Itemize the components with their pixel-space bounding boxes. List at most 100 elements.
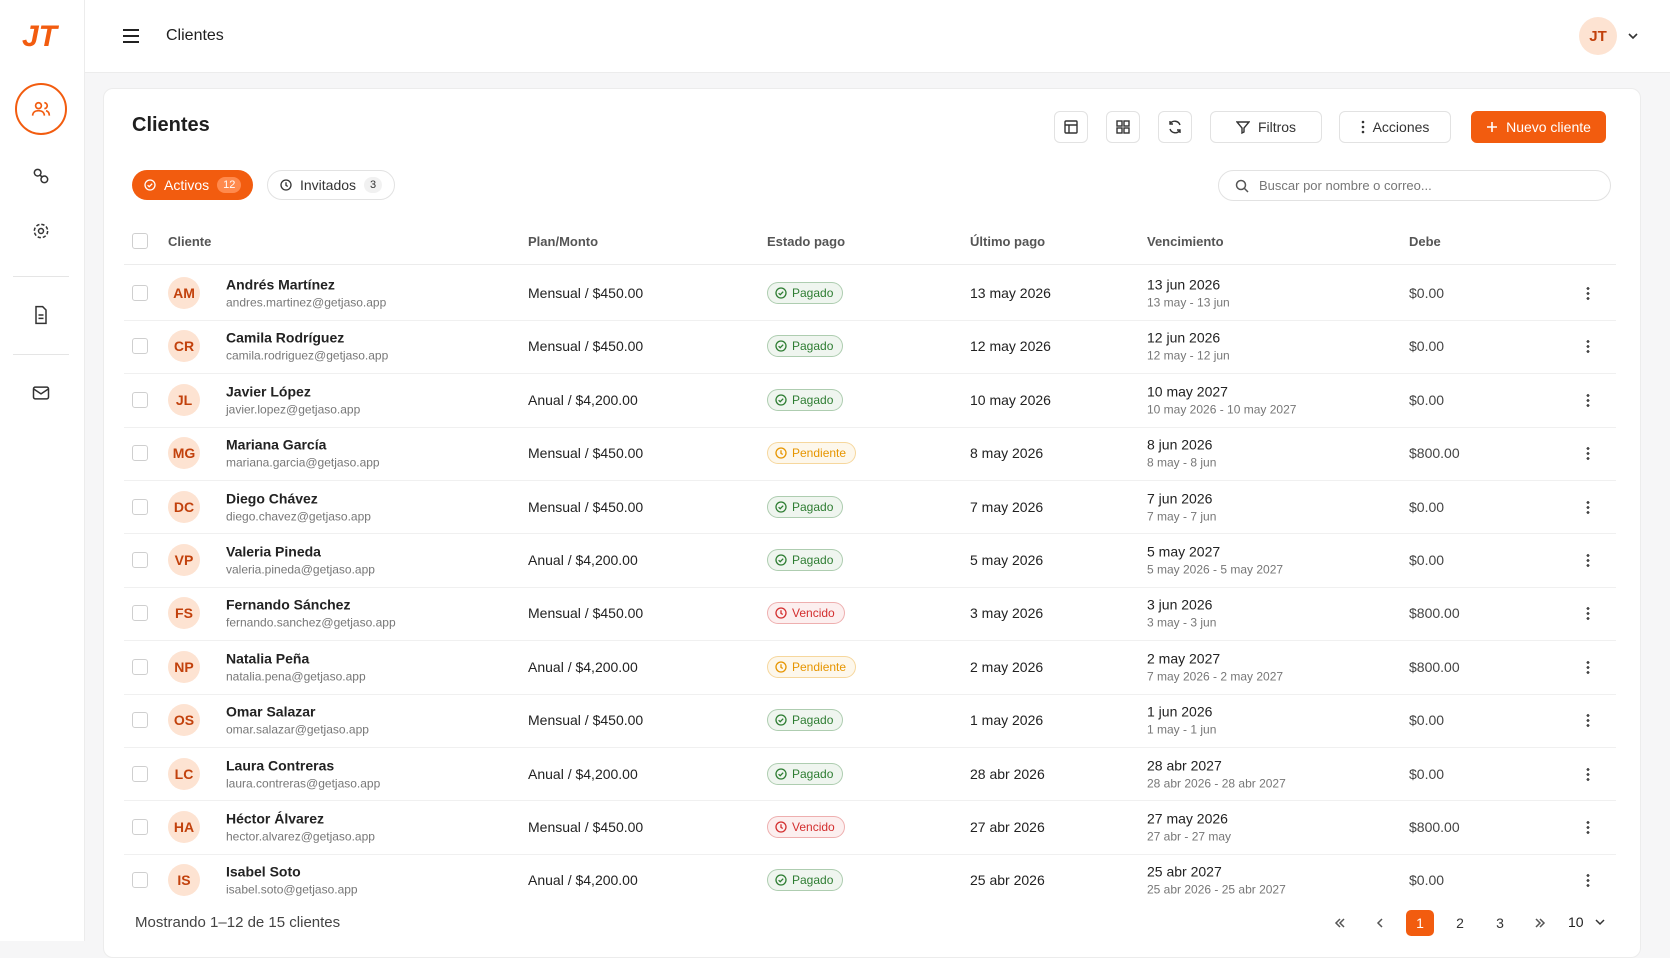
client-cell: Andrés Martínez andres.martinez@getjaso.a… (226, 277, 386, 310)
status-badge: Pagado (767, 549, 844, 571)
plan-amount: Anual / $4,200.00 (528, 658, 638, 675)
status-label: Pendiente (792, 659, 847, 674)
row-checkbox[interactable] (132, 765, 148, 782)
due-period: 12 may - 12 jun (1147, 348, 1230, 363)
row-checkbox[interactable] (132, 391, 148, 408)
due-cell: 27 may 2026 27 abr - 27 may (1147, 811, 1231, 844)
new-client-button[interactable]: Nuevo cliente (1471, 111, 1606, 143)
row-menu[interactable] (1586, 606, 1590, 621)
client-name[interactable]: Omar Salazar (226, 703, 316, 720)
due-cell: 13 jun 2026 13 may - 13 jun (1147, 277, 1230, 310)
sidebar: JT (0, 0, 85, 941)
due-date: 7 jun 2026 (1147, 490, 1213, 507)
row-menu[interactable] (1586, 446, 1590, 461)
status-icon (775, 661, 787, 673)
page-button[interactable]: 3 (1496, 915, 1504, 931)
status-icon (775, 394, 787, 406)
row-menu[interactable] (1586, 339, 1590, 354)
row-divider (124, 319, 1616, 321)
client-email: natalia.pena@getjaso.app (226, 669, 366, 684)
client-name[interactable]: Valeria Pineda (226, 543, 321, 560)
status-icon (775, 500, 787, 513)
status-label: Pendiente (792, 446, 847, 461)
row-menu[interactable] (1586, 553, 1590, 567)
due-date: 25 abr 2027 (1147, 863, 1222, 880)
row-checkbox[interactable] (132, 605, 148, 622)
plan-amount: Mensual / $450.00 (528, 605, 644, 622)
last-payment: 13 may 2026 (970, 285, 1051, 301)
due-date: 10 may 2027 (1147, 383, 1228, 400)
client-email: diego.chavez@getjaso.app (226, 509, 371, 524)
due-date: 2 may 2027 (1147, 650, 1221, 667)
row-checkbox[interactable] (132, 658, 148, 675)
row-checkbox[interactable] (132, 552, 148, 568)
row-checkbox[interactable] (132, 712, 148, 729)
row-checkbox[interactable] (132, 819, 148, 835)
pagination-arrow[interactable] (1366, 910, 1394, 936)
nav-documents[interactable] (31, 305, 51, 325)
divider (13, 354, 69, 355)
client-name[interactable]: Fernando Sánchez (226, 596, 351, 613)
status-label: Pagado (792, 766, 834, 781)
row-checkbox[interactable] (132, 445, 148, 462)
user-avatar[interactable]: JT (1579, 17, 1617, 55)
status-tab[interactable]: Invitados 3 (267, 170, 396, 200)
client-cell: Javier López javier.lopez@getjaso.app (226, 383, 360, 416)
client-name[interactable]: Natalia Peña (226, 650, 310, 667)
actions-button[interactable]: Acciones (1339, 111, 1451, 143)
refresh-button[interactable] (1158, 111, 1192, 143)
owes-amount: $800.00 (1409, 658, 1460, 675)
client-email: andres.martinez@getjaso.app (226, 295, 387, 310)
page-button[interactable]: 2 (1456, 915, 1464, 931)
pagination-arrow[interactable] (1526, 910, 1554, 936)
nav-integrations[interactable] (31, 166, 51, 186)
client-name[interactable]: Camila Rodríguez (226, 329, 345, 346)
client-name[interactable]: Mariana García (226, 436, 327, 453)
client-name[interactable]: Héctor Álvarez (226, 810, 325, 827)
row-menu[interactable] (1586, 392, 1590, 407)
pagination-arrow[interactable] (1326, 910, 1354, 936)
user-menu-caret[interactable] (1627, 30, 1639, 42)
row-checkbox[interactable] (132, 872, 148, 889)
row-menu[interactable] (1586, 873, 1590, 888)
status-tab[interactable]: Activos 12 (132, 170, 254, 200)
nav-settings[interactable] (31, 221, 51, 241)
client-name[interactable]: Laura Contreras (226, 757, 335, 774)
nav-mail[interactable] (31, 383, 51, 403)
client-name[interactable]: Javier López (226, 383, 311, 400)
row-checkbox[interactable] (132, 285, 148, 301)
nav-clients[interactable] (15, 83, 67, 135)
top-bar: Clientes JT (85, 0, 1670, 73)
due-period: 7 may - 7 jun (1147, 509, 1217, 524)
row-menu[interactable] (1586, 499, 1590, 514)
row-menu[interactable] (1586, 659, 1590, 674)
last-payment: 28 abr 2026 (970, 765, 1045, 782)
page-button[interactable]: 1 (1406, 910, 1434, 936)
status-icon (775, 340, 787, 353)
menu-button[interactable] (121, 26, 141, 46)
client-name[interactable]: Andrés Martínez (226, 276, 335, 293)
grid-view-button[interactable] (1106, 111, 1140, 143)
client-email: hector.alvarez@getjaso.app (226, 829, 375, 844)
row-checkbox[interactable] (132, 338, 148, 355)
row-menu[interactable] (1586, 713, 1590, 728)
client-cell: Fernando Sánchez fernando.sanchez@getjaso… (226, 597, 396, 630)
search-box[interactable]: Buscar por nombre o correo... (1218, 170, 1611, 201)
row-menu[interactable] (1586, 766, 1590, 781)
row-checkbox[interactable] (132, 498, 148, 515)
row-menu[interactable] (1586, 286, 1590, 300)
due-date: 12 jun 2026 (1147, 329, 1221, 346)
last-payment: 2 may 2026 (970, 658, 1044, 675)
client-name[interactable]: Diego Chávez (226, 490, 318, 507)
row-menu[interactable] (1586, 820, 1590, 834)
select-all-checkbox[interactable] (132, 233, 148, 249)
filters-button[interactable]: Filtros (1210, 111, 1322, 143)
table-view-button[interactable] (1054, 111, 1088, 143)
column-header: Último pago (970, 234, 1046, 249)
due-cell: 3 jun 2026 3 may - 3 jun (1147, 597, 1216, 630)
tab-label: Invitados (300, 177, 357, 193)
brand-logo[interactable]: JT (22, 20, 58, 53)
client-email: valeria.pineda@getjaso.app (226, 562, 375, 577)
page-size-select[interactable]: 10 (1568, 914, 1606, 930)
client-name[interactable]: Isabel Soto (226, 863, 301, 880)
